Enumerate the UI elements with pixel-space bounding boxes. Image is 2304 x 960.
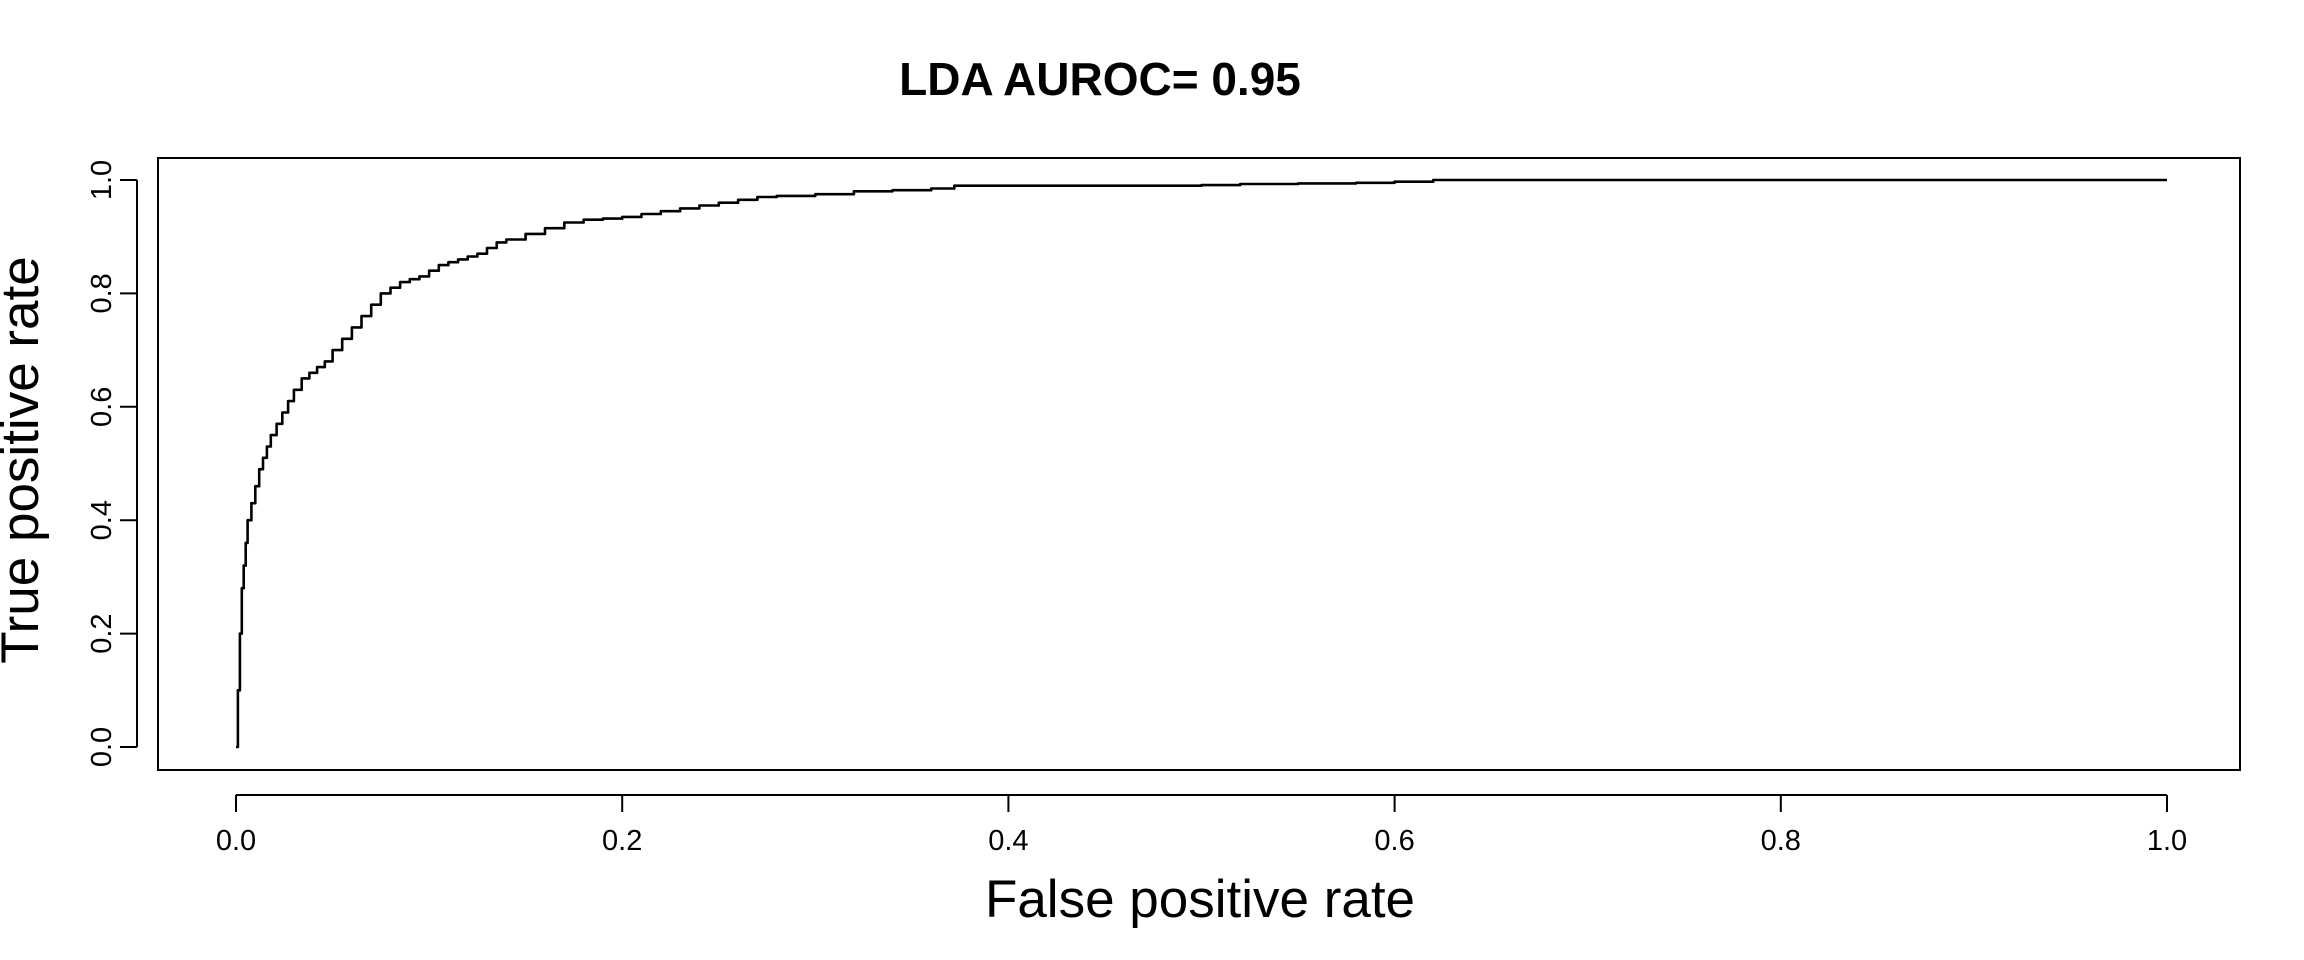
y-tick-label: 0.2	[86, 613, 118, 653]
x-tick-label: 0.4	[988, 825, 1028, 857]
y-tick-label: 0.4	[86, 500, 118, 540]
x-tick-label: 0.0	[216, 825, 256, 857]
x-tick-label: 1.0	[2147, 825, 2187, 857]
x-axis: 0.0 0.2 0.4 0.6 0.8 1.0	[216, 794, 2187, 857]
roc-curve-line	[236, 178, 2167, 749]
x-tick-label: 0.2	[602, 825, 642, 857]
y-tick-label: 0.6	[86, 387, 118, 427]
y-axis: 0.0 0.2 0.4 0.6 0.8 1.0	[86, 160, 138, 767]
x-tick-label: 0.8	[1761, 825, 1801, 857]
chart-title: LDA AUROC= 0.95	[899, 53, 1301, 105]
x-axis-label: False positive rate	[985, 870, 1415, 929]
x-tick-label: 0.6	[1374, 825, 1414, 857]
y-axis-label: True positive rate	[0, 256, 50, 664]
plot-frame	[157, 157, 2241, 771]
y-tick-label: 1.0	[86, 160, 118, 200]
y-tick-label: 0.0	[86, 727, 118, 767]
y-tick-label: 0.8	[86, 273, 118, 313]
